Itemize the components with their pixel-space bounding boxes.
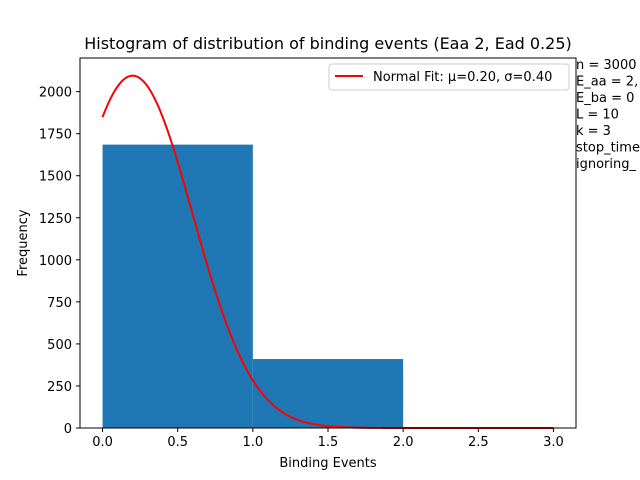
y-tick-label: 0 (64, 422, 72, 437)
x-tick-label: 1.5 (318, 435, 339, 450)
y-tick-label: 1750 (39, 128, 72, 143)
y-axis-label: Frequency (16, 209, 31, 276)
y-tick-label: 250 (47, 380, 72, 395)
x-tick-label: 1.0 (243, 435, 264, 450)
parameter-line: E_aa = 2, (576, 75, 638, 90)
chart-title: Histogram of distribution of binding eve… (84, 34, 572, 53)
y-tick-label: 750 (47, 296, 72, 311)
x-axis-label: Binding Events (279, 456, 376, 471)
x-axis-ticks: 0.0 0.5 1.0 1.5 2.0 2.5 3.0 (92, 428, 564, 450)
x-tick-label: 2.5 (468, 435, 489, 450)
y-tick-label: 1500 (39, 170, 72, 185)
x-tick-label: 0.5 (167, 435, 188, 450)
histogram-bar (252, 359, 404, 428)
x-tick-label: 2.0 (393, 435, 414, 450)
y-tick-label: 1250 (39, 212, 72, 227)
parameter-line: k = 3 (576, 124, 611, 139)
y-tick-label: 500 (47, 338, 72, 353)
legend: Normal Fit: μ=0.20, σ=0.40 (328, 63, 570, 91)
legend-box (328, 63, 570, 91)
histogram-bar (102, 144, 253, 428)
bars-group (102, 144, 404, 428)
parameter-line: L = 10 (576, 108, 619, 123)
parameter-line: E_ba = 0 (576, 91, 634, 106)
y-tick-label: 2000 (39, 86, 72, 101)
parameter-line: n = 3000 (576, 58, 636, 73)
parameter-line: stop_time (576, 141, 640, 156)
legend-label: Normal Fit: μ=0.20, σ=0.40 (373, 70, 552, 85)
y-axis-ticks: 0 250 500 750 1000 1250 1500 1750 2000 (39, 86, 80, 437)
x-tick-label: 3.0 (543, 435, 564, 450)
parameter-line: ignoring_ (576, 157, 637, 172)
parameter-text: n = 3000 E_aa = 2,E_ba = 0 L = 10k = 3 stop… (576, 58, 640, 172)
y-tick-label: 1000 (39, 254, 72, 269)
x-tick-label: 0.0 (92, 435, 113, 450)
